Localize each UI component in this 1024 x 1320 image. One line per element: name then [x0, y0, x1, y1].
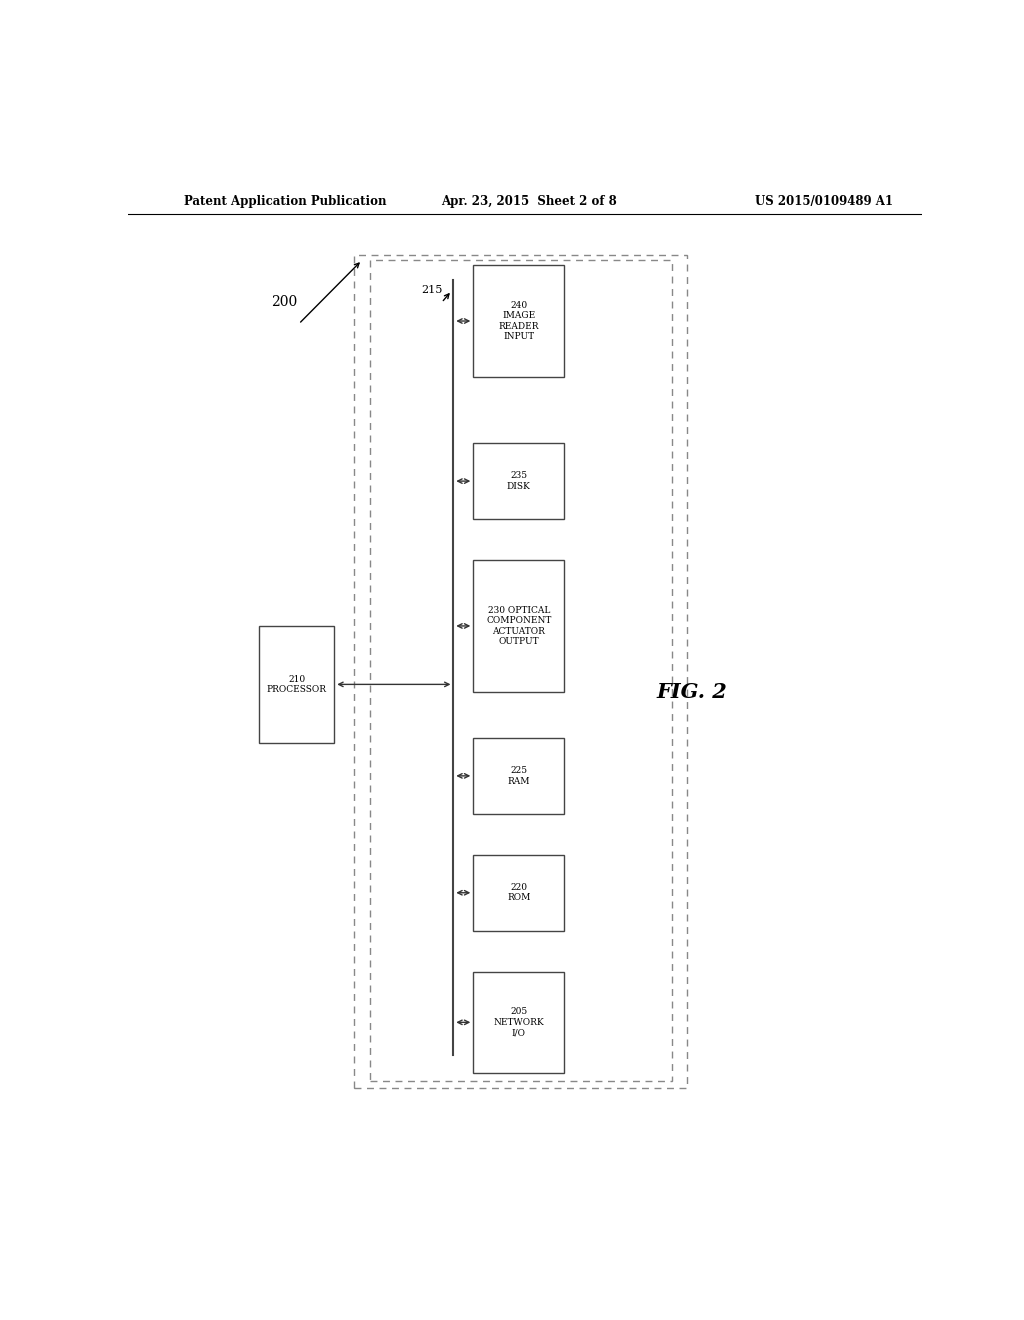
Text: 205
NETWORK
I/O: 205 NETWORK I/O: [494, 1007, 544, 1038]
Bar: [473, 972, 564, 1073]
Text: 200: 200: [270, 294, 297, 309]
Text: 210
PROCESSOR: 210 PROCESSOR: [266, 675, 327, 694]
Bar: [473, 738, 564, 814]
Bar: [354, 255, 687, 1089]
Text: 220
ROM: 220 ROM: [507, 883, 530, 903]
Bar: [473, 444, 564, 519]
Bar: [370, 260, 672, 1081]
Text: 240
IMAGE
READER
INPUT: 240 IMAGE READER INPUT: [499, 301, 539, 341]
Text: US 2015/0109489 A1: US 2015/0109489 A1: [755, 194, 893, 207]
Text: 235
DISK: 235 DISK: [507, 471, 530, 491]
Bar: [473, 560, 564, 692]
Bar: [473, 265, 564, 378]
Text: 230 OPTICAL
COMPONENT
ACTUATOR
OUTPUT: 230 OPTICAL COMPONENT ACTUATOR OUTPUT: [486, 606, 552, 645]
Text: Patent Application Publication: Patent Application Publication: [183, 194, 386, 207]
Text: 225
RAM: 225 RAM: [508, 766, 530, 785]
Bar: [259, 626, 334, 743]
Text: FIG. 2: FIG. 2: [656, 682, 727, 702]
Text: 215: 215: [422, 285, 443, 294]
Bar: [473, 854, 564, 931]
Text: Apr. 23, 2015  Sheet 2 of 8: Apr. 23, 2015 Sheet 2 of 8: [441, 194, 617, 207]
